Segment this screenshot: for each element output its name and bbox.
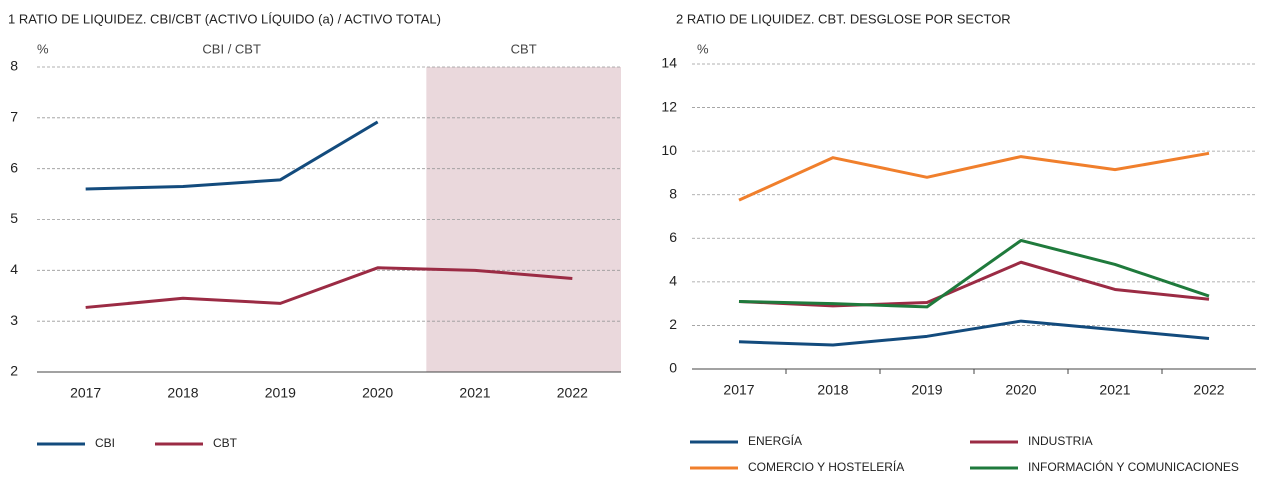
- x-tick-label: 2020: [1005, 382, 1036, 398]
- series-line: [738, 238, 1210, 309]
- x-tick-label: 2022: [1193, 382, 1224, 398]
- annotation: CBT: [511, 41, 537, 56]
- series-line: [738, 151, 1210, 202]
- y-tick-label: 8: [669, 185, 677, 201]
- x-tick-label: 2017: [723, 382, 754, 398]
- y-tick-label: 7: [10, 109, 18, 125]
- y-tick-label: 6: [10, 159, 18, 175]
- y-tick-label: 4: [669, 273, 677, 289]
- chart-title: 2 RATIO DE LIQUIDEZ. CBT. DESGLOSE POR S…: [676, 11, 1011, 26]
- legend-label: CBI: [95, 436, 115, 450]
- x-tick-label: 2019: [911, 382, 942, 398]
- y-tick-label: 12: [661, 98, 677, 114]
- y-tick-label: 5: [10, 210, 18, 226]
- y-tick-label: 8: [10, 58, 18, 74]
- legend-label: COMERCIO Y HOSTELERÍA: [748, 459, 904, 474]
- series-line: [85, 120, 379, 191]
- x-tick-label: 2017: [70, 385, 101, 401]
- annotation: CBI / CBT: [202, 41, 261, 56]
- series-line: [85, 266, 573, 309]
- y-tick-label: 4: [10, 261, 18, 277]
- y-tick-label: 14: [661, 55, 677, 71]
- legend-label: CBT: [213, 436, 238, 450]
- y-tick-label: 3: [10, 312, 18, 328]
- y-tick-label: 2: [669, 316, 677, 332]
- chart-title: 1 RATIO DE LIQUIDEZ. CBI/CBT (ACTIVO LÍQ…: [8, 11, 441, 26]
- legend-label: INFORMACIÓN Y COMUNICACIONES: [1028, 459, 1239, 474]
- y-unit: %: [37, 41, 49, 56]
- y-tick-label: 0: [669, 360, 677, 376]
- legend-label: ENERGÍA: [748, 433, 802, 448]
- y-unit: %: [697, 41, 709, 56]
- y-tick-label: 10: [661, 142, 677, 158]
- series-line: [738, 319, 1210, 347]
- x-tick-label: 2018: [167, 385, 198, 401]
- series-line: [738, 260, 1210, 308]
- x-tick-label: 2021: [1099, 382, 1130, 398]
- x-tick-label: 2022: [557, 385, 588, 401]
- x-tick-label: 2020: [362, 385, 393, 401]
- x-tick-label: 2018: [817, 382, 848, 398]
- y-tick-label: 6: [669, 229, 677, 245]
- legend-label: INDUSTRIA: [1028, 434, 1093, 448]
- x-tick-label: 2019: [265, 385, 296, 401]
- x-tick-label: 2021: [459, 385, 490, 401]
- y-tick-label: 2: [10, 363, 18, 379]
